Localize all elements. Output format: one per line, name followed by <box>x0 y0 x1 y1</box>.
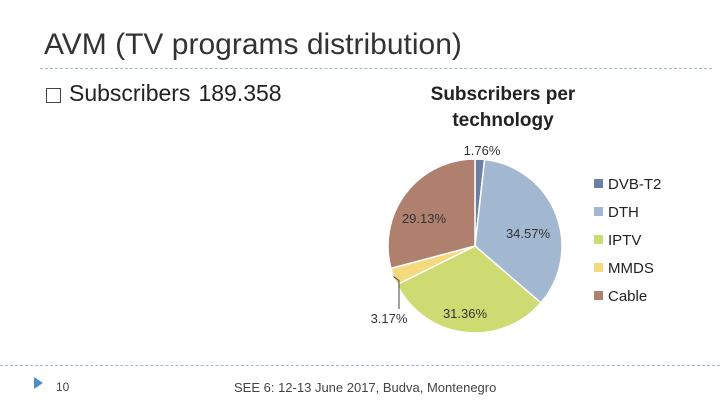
title-divider <box>40 68 712 69</box>
subscribers-value: 189.358 <box>198 80 282 106</box>
legend-swatch-cable <box>594 291 603 300</box>
slide-title: AVM (TV programs distribution) <box>44 28 462 61</box>
legend-swatch-iptv <box>594 235 603 244</box>
data-label-mmds: 3.17% <box>371 311 408 326</box>
footer-divider <box>0 365 720 366</box>
chart-title-line-1: Subscribers per <box>431 84 576 105</box>
subscribers-bullet: Subscribers 189.358 <box>46 80 282 107</box>
pie-slice-iptv <box>395 245 542 334</box>
chart-title-line-2: technology <box>452 110 554 131</box>
leader-line-mmds <box>393 276 400 309</box>
data-label-dth: 34.57% <box>506 226 551 241</box>
pie-slice-dth <box>474 158 563 304</box>
data-label-cable: 29.13% <box>402 211 447 226</box>
legend-label-mmds: MMDS <box>608 260 654 277</box>
pie-labels: 1.76% 34.57% 31.36% 3.17% 29.13% <box>371 143 551 326</box>
pie-slices <box>387 158 563 334</box>
data-label-dvb-t2: 1.76% <box>464 143 501 158</box>
legend-label-iptv: IPTV <box>608 232 641 249</box>
legend-label-dth: DTH <box>608 204 639 221</box>
subscribers-label: Subscribers <box>69 80 191 106</box>
legend-swatch-dth <box>594 207 603 216</box>
legend-swatch-mmds <box>594 263 603 272</box>
pie-slice-cable <box>387 158 476 270</box>
legend-label-cable: Cable <box>608 288 647 305</box>
footer-text: SEE 6: 12-13 June 2017, Budva, Montenegr… <box>234 380 497 395</box>
footer-arrow-icon <box>34 377 43 389</box>
legend-swatch-dvb-t2 <box>594 179 603 188</box>
page-number: 10 <box>56 380 70 394</box>
bullet-box-icon <box>46 87 61 103</box>
legend-label-dvb-t2: DVB-T2 <box>608 176 661 193</box>
data-label-iptv: 31.36% <box>443 306 488 321</box>
pie-legend: DVB-T2 DTH IPTV MMDS Cable <box>594 176 661 305</box>
